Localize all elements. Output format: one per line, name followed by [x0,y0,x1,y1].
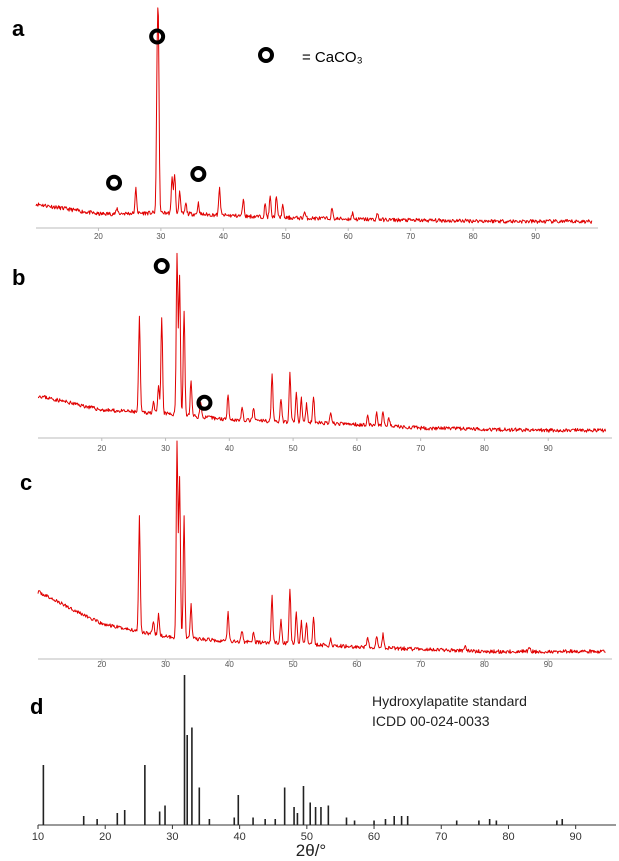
xrd-pattern-line [37,252,607,433]
x-tick-label: 90 [570,831,582,843]
panel-d: 10 20 30 40 50 60 70 80 90 [32,675,616,843]
panel-letter-c: c [20,470,32,495]
x-tick-label: 60 [352,660,361,669]
caco3-marker [106,174,123,191]
xrd-pattern-line [35,7,593,224]
x-tick-label: 20 [94,232,103,241]
x-tick-label: 50 [281,232,290,241]
legend: = CaCO₃ [258,47,363,66]
caco3-marker [149,28,166,45]
standard-title-line-2: ICDD 00-024-0033 [372,713,490,729]
x-tick-label: 40 [234,831,246,843]
xrd-pattern-line [37,440,606,654]
x-tick-label: 40 [225,444,234,453]
x-tick-label: 30 [166,831,178,843]
x-tick-label: 70 [406,232,415,241]
x-tick-label: 20 [97,660,106,669]
panel-letter-d: d [30,694,43,719]
legend-label: = CaCO₃ [302,49,363,66]
x-tick-label: 20 [99,831,111,843]
x-tick-label: 60 [352,444,361,453]
x-tick-label: 70 [435,831,447,843]
x-tick-label: 60 [368,831,380,843]
x-tick-label: 50 [301,831,313,843]
x-tick-label: 90 [544,444,553,453]
caco3-marker [153,258,170,274]
x-tick-label: 40 [219,232,228,241]
x-tick-label: 80 [502,831,514,843]
panel-letter-a: a [12,16,25,41]
x-tick-label: 20 [97,444,106,453]
caco3-marker [190,166,207,182]
x-tick-label: 30 [161,660,170,669]
x-tick-label: 80 [469,232,478,241]
standard-title-line-1: Hydroxylapatite standard [372,693,527,709]
panel-letter-b: b [12,265,25,290]
x-tick-label: 30 [161,444,170,453]
x-tick-label: 50 [289,660,298,669]
x-tick-label: 70 [416,444,425,453]
panel-c: 20 30 40 50 60 70 80 90 [37,440,612,669]
ring-marker-icon [258,47,274,63]
standard-title: Hydroxylapatite standard ICDD 00-024-003… [372,693,527,729]
x-tick-label: 90 [544,660,553,669]
x-tick-label: 50 [289,444,298,453]
x-tick-label: 60 [344,232,353,241]
caco3-marker [196,394,213,411]
x-tick-label: 10 [32,831,44,843]
x-tick-label: 80 [480,660,489,669]
x-tick-label: 70 [416,660,425,669]
panel-a: 20 30 40 50 60 70 80 90 [35,7,598,241]
panel-b: 20 30 40 50 60 70 80 90 [37,252,612,453]
x-tick-label: 80 [480,444,489,453]
x-tick-label: 90 [531,232,540,241]
x-tick-label: 40 [225,660,234,669]
x-axis-label: 2θ/° [296,841,326,860]
x-tick-label: 30 [156,232,165,241]
